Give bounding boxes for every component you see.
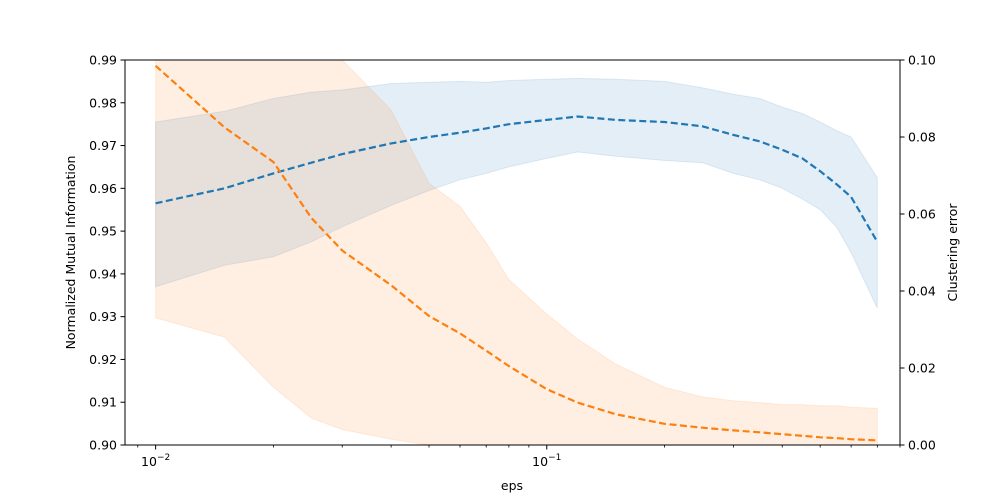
y-right-tick-label: 0.04 (908, 284, 936, 299)
y-axis-left-label: Normalized Mutual Information (63, 156, 78, 350)
y-left-tick-label: 0.93 (89, 309, 117, 324)
x-tick-label: 10−2 (141, 453, 170, 469)
y-left-tick-label: 0.90 (89, 438, 117, 453)
y-left-tick-label: 0.99 (89, 53, 117, 68)
y-left-tick-label: 0.94 (89, 266, 117, 281)
x-tick-base: 10 (141, 454, 157, 469)
y-right-tick-label: 0.02 (908, 361, 936, 376)
y-right-tick-label: 0.06 (908, 207, 936, 222)
series-0-line (155, 115, 879, 243)
y-axis-left: 0.90 0.91 0.92 0.93 0.94 0.95 0.96 0.97 0.98 0.99 (89, 53, 125, 453)
plot-area (154, 59, 879, 446)
y-right-tick-label: 0.08 (908, 130, 936, 145)
y-left-tick-label: 0.98 (89, 95, 117, 110)
axes-frame (124, 59, 901, 446)
y-axis-right: 0.00 0.02 0.04 0.06 0.08 0.10 (900, 53, 936, 453)
y-left-tick-label: 0.95 (89, 224, 117, 239)
x-tick-exponent: −2 (157, 453, 170, 463)
x-tick-base: 10 (532, 454, 548, 469)
series-0-band (155, 77, 878, 309)
y-left-tick-label: 0.91 (89, 395, 117, 410)
x-axis-label: eps (501, 478, 523, 493)
x-tick-label: 10−1 (532, 453, 561, 469)
y-right-tick-label: 0.00 (908, 438, 936, 453)
series-1-line (154, 64, 878, 442)
y-left-tick-label: 0.92 (89, 352, 117, 367)
y-right-tick-label: 0.10 (908, 53, 936, 68)
x-tick-exponent: −1 (548, 453, 561, 463)
y-left-tick-label: 0.97 (89, 138, 117, 153)
x-axis: 10−2 10−1 (137, 445, 901, 469)
y-axis-right-label: Clustering error (945, 203, 960, 302)
y-left-tick-label: 0.96 (89, 181, 117, 196)
